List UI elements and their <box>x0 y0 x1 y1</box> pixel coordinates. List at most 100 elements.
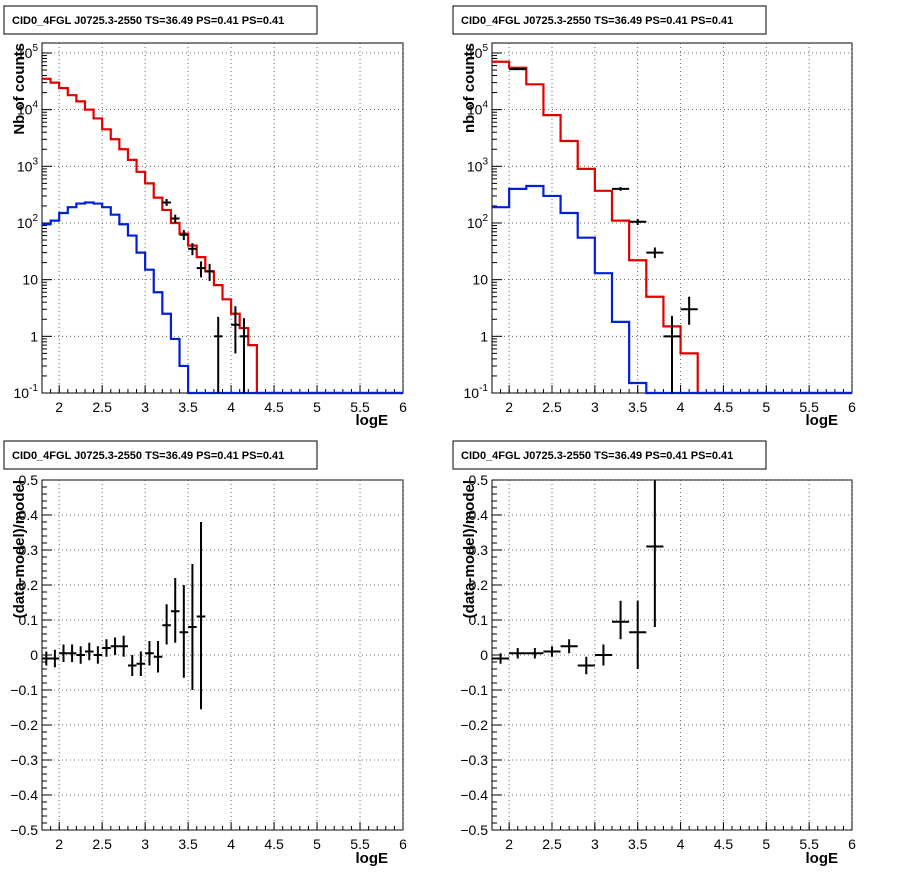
data-point <box>680 296 698 325</box>
x-tick-label: 4.5 <box>264 836 284 852</box>
data-point <box>179 585 189 678</box>
x-tick-label: 4.5 <box>264 399 284 415</box>
x-tick-label: 4 <box>677 399 685 415</box>
x-tick-label: 5 <box>313 836 321 852</box>
y-tick-label: 104 <box>17 100 39 118</box>
y-tick-label: 104 <box>467 100 489 118</box>
y-axis-title: (data-model)/model <box>461 480 478 618</box>
x-tick-label: 5 <box>762 399 770 415</box>
data-point <box>42 651 51 666</box>
data-point <box>509 648 527 659</box>
y-tick-label: 105 <box>467 43 489 61</box>
x-axis-title: logE <box>806 412 839 429</box>
y-tick-label: 0.2 <box>19 577 39 593</box>
title-box <box>3 5 318 35</box>
x-tick-label: 5.5 <box>350 399 370 415</box>
y-tick-label: 103 <box>17 156 39 174</box>
data-point <box>67 644 77 662</box>
x-tick-label: 3 <box>141 399 149 415</box>
data-point <box>543 646 561 657</box>
y-tick-label: 0.5 <box>19 472 39 488</box>
data-point <box>231 306 240 354</box>
x-tick-label: 3.5 <box>178 836 198 852</box>
y-tick-label: −0.1 <box>460 682 488 698</box>
data-point <box>594 644 612 666</box>
y-tick-label: 10 <box>22 272 38 288</box>
y-tick-label: 0.3 <box>19 542 39 558</box>
data-point <box>663 315 681 393</box>
x-tick-label: 6 <box>399 399 407 415</box>
y-tick-label: 10-1 <box>464 383 489 401</box>
data-point <box>162 199 171 206</box>
y-tick-label: 102 <box>467 213 489 231</box>
y-axis-title: nb of counts <box>461 43 478 133</box>
y-tick-label: 0.4 <box>469 507 489 523</box>
x-axis-title: logE <box>356 850 389 867</box>
x-tick-label: 5.5 <box>799 836 819 852</box>
x-tick-label: 4 <box>227 399 235 415</box>
data-point <box>170 578 180 643</box>
data-point <box>76 646 85 664</box>
x-tick-label: 5 <box>762 836 770 852</box>
x-tick-label: 2.5 <box>542 836 562 852</box>
title-box <box>452 440 767 470</box>
data-point <box>196 522 206 710</box>
y-tick-label: −0.5 <box>10 822 38 838</box>
data-point <box>162 604 171 645</box>
data-point <box>59 644 68 662</box>
y-tick-label: −0.2 <box>460 717 488 733</box>
y-tick-label: −0.4 <box>460 787 488 803</box>
panel-top-left: CID0_4FGL J0725.3-2550 TS=36.49 PS=0.41 … <box>3 5 407 429</box>
y-tick-label: 0 <box>480 647 488 663</box>
y-tick-label: −0.3 <box>460 752 488 768</box>
y-tick-label: 0.3 <box>469 542 489 558</box>
x-tick-label: 4.5 <box>714 836 734 852</box>
x-tick-label: 5.5 <box>350 836 370 852</box>
y-tick-label: 1 <box>480 328 488 344</box>
x-tick-label: 2.5 <box>542 399 562 415</box>
x-tick-label: 2 <box>55 836 63 852</box>
data-point <box>50 649 60 668</box>
y-tick-label: 10-1 <box>14 383 39 401</box>
y-axis-title: (data-model)/model <box>11 480 28 618</box>
data-point <box>127 655 137 676</box>
x-tick-label: 5 <box>313 399 321 415</box>
y-tick-label: 102 <box>17 213 39 231</box>
x-tick-label: 5.5 <box>799 399 819 415</box>
data-point <box>188 243 197 256</box>
x-tick-label: 4 <box>677 836 685 852</box>
data-point <box>612 187 630 191</box>
data-point <box>213 316 223 393</box>
data-point <box>526 648 544 659</box>
data-point <box>509 68 527 71</box>
data-point <box>646 247 664 259</box>
x-tick-label: 4 <box>227 836 235 852</box>
data-point <box>560 639 578 654</box>
data-point <box>136 651 146 676</box>
chart-title: CID0_4FGL J0725.3-2550 TS=36.49 PS=0.41 … <box>12 15 284 27</box>
x-tick-label: 3.5 <box>178 399 198 415</box>
data-point <box>84 642 94 661</box>
data-point <box>110 637 120 655</box>
data-point <box>179 230 189 241</box>
title-box <box>3 440 318 470</box>
data-point <box>196 261 206 278</box>
chart-title: CID0_4FGL J0725.3-2550 TS=36.49 PS=0.41 … <box>461 15 733 27</box>
x-tick-label: 6 <box>848 836 856 852</box>
y-tick-label: −0.3 <box>10 752 38 768</box>
y-tick-label: 105 <box>17 43 39 61</box>
y-tick-label: −0.4 <box>10 787 38 803</box>
data-point <box>102 639 111 657</box>
data-point <box>188 564 197 690</box>
model-component-histogram <box>42 201 403 395</box>
y-tick-label: −0.5 <box>460 822 488 838</box>
x-tick-label: 3 <box>141 836 149 852</box>
y-tick-label: 10 <box>472 272 488 288</box>
x-axis-title: logE <box>356 412 389 429</box>
y-axis-title: Nb of counts <box>11 43 28 135</box>
panel-bottom-left: CID0_4FGL J0725.3-2550 TS=36.49 PS=0.41 … <box>3 440 407 867</box>
plot-frame <box>41 42 404 394</box>
data-point <box>612 600 630 640</box>
x-tick-label: 2.5 <box>92 836 112 852</box>
data-point <box>629 218 647 226</box>
